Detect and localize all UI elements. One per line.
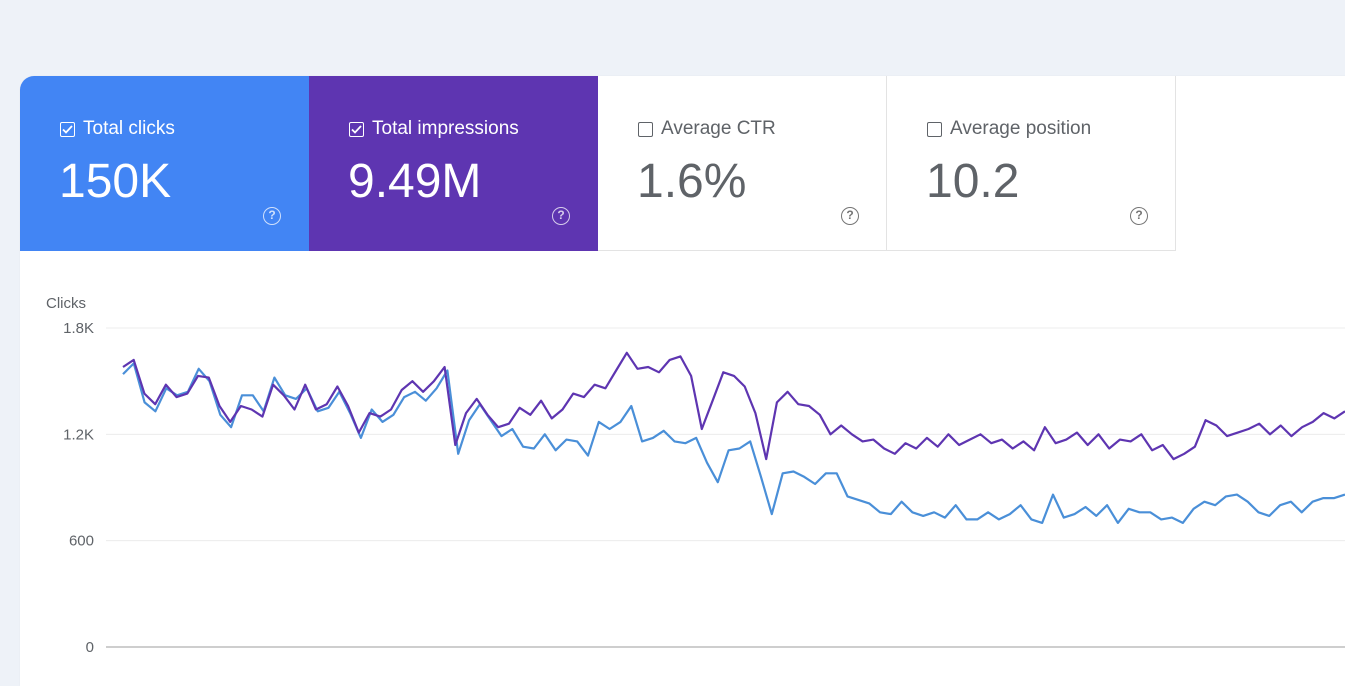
metric-value: 1.6% — [637, 155, 747, 208]
metric-tile-total-impressions[interactable]: Total impressions 9.49M ? — [309, 76, 598, 251]
y-tick-label: 600 — [69, 533, 94, 550]
y-tick-label: 1.8K — [63, 320, 94, 337]
help-icon[interactable]: ? — [1130, 207, 1148, 225]
metric-tile-average-position[interactable]: Average position 10.2 ? — [887, 76, 1176, 251]
y-axis: 0 600 1.2K 1.8K — [63, 320, 94, 656]
checkbox-icon[interactable] — [638, 121, 653, 137]
metric-value: 9.49M — [348, 155, 482, 208]
performance-card: Total clicks 150K ? Total impressions 9.… — [20, 76, 1345, 686]
metric-label: Total clicks — [83, 118, 175, 139]
metric-tile-average-ctr[interactable]: Average CTR 1.6% ? — [598, 76, 887, 251]
metric-label: Total impressions — [372, 118, 519, 139]
metric-value: 10.2 — [926, 155, 1020, 208]
checkbox-icon[interactable] — [349, 121, 364, 137]
help-icon[interactable]: ? — [552, 207, 570, 225]
y-axis-title: Clicks — [46, 295, 86, 312]
clicks-chart: Clicks 0 600 1.2K 1.8K — [46, 295, 1345, 656]
checkbox-icon[interactable] — [927, 121, 942, 137]
metric-label: Average CTR — [661, 118, 776, 139]
checkbox-icon[interactable] — [60, 121, 75, 137]
metric-label: Average position — [950, 118, 1092, 139]
help-icon[interactable]: ? — [263, 207, 281, 225]
y-tick-label: 0 — [86, 639, 94, 656]
series-lines — [122, 351, 1345, 525]
help-icon[interactable]: ? — [841, 207, 859, 225]
y-tick-label: 1.2K — [63, 426, 94, 443]
grid — [106, 327, 1345, 648]
series-line-total-clicks[interactable] — [122, 362, 1345, 525]
metric-tile-total-clicks[interactable]: Total clicks 150K ? — [20, 76, 309, 251]
metric-value: 150K — [59, 155, 172, 208]
metric-tiles: Total clicks 150K ? Total impressions 9.… — [20, 76, 1345, 251]
series-line-total-impressions[interactable] — [122, 351, 1345, 461]
